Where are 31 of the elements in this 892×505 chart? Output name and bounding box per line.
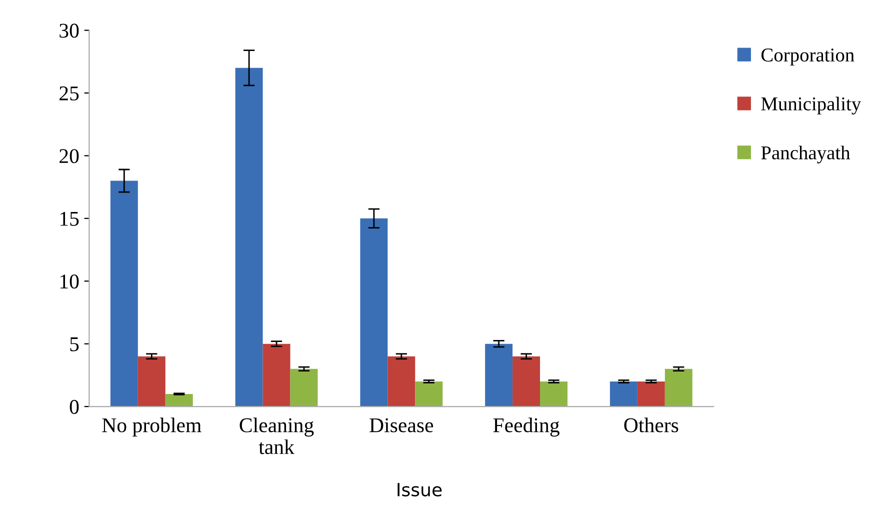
x-tick-label: Feeding — [493, 418, 560, 437]
bar — [290, 368, 318, 407]
bar — [540, 381, 568, 407]
legend-label: Municipality — [761, 96, 862, 114]
bar — [138, 356, 166, 407]
bar — [485, 344, 513, 407]
y-tick-label: 30 — [60, 24, 79, 38]
bar — [664, 368, 692, 407]
y-tick-label: 15 — [60, 212, 79, 226]
bar — [235, 68, 263, 407]
legend-label: Corporation — [761, 48, 854, 66]
bar — [610, 381, 638, 407]
x-axis-title: Issue — [398, 483, 442, 496]
y-tick-label: 0 — [70, 400, 79, 414]
bar — [110, 180, 138, 407]
y-tick-label: 20 — [60, 149, 79, 164]
bar — [512, 356, 540, 407]
bar — [388, 356, 416, 407]
y-tick-label: 25 — [60, 86, 79, 100]
bar — [637, 381, 665, 407]
bar — [165, 394, 193, 407]
legend-label: Panchayath — [761, 146, 850, 164]
y-tick-label: 10 — [60, 274, 79, 289]
x-tick-label: Disease — [370, 418, 434, 432]
x-tick-label: No problem — [102, 418, 202, 437]
x-tick-label: Others — [624, 418, 678, 432]
bar — [360, 218, 388, 407]
bar — [415, 381, 443, 407]
x-tick-label: Cleaning tank — [240, 418, 314, 454]
y-tick-label: 5 — [70, 337, 79, 352]
bar — [262, 344, 290, 407]
